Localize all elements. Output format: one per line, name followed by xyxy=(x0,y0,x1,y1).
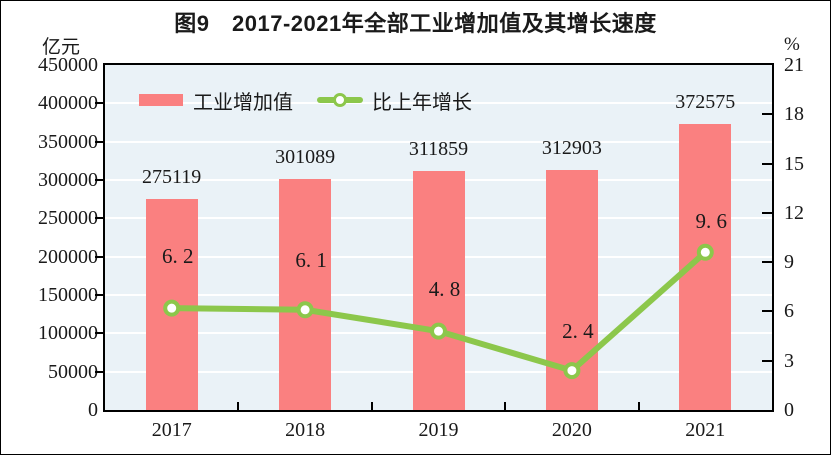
x-axis-label-2021: 2021 xyxy=(685,419,726,441)
left-axis-tick xyxy=(95,179,105,181)
line-marker-2021 xyxy=(696,243,714,261)
x-axis-label-2019: 2019 xyxy=(418,419,459,441)
bar-value-label: 372575 xyxy=(675,91,736,114)
line-marker-2018 xyxy=(296,301,314,319)
right-axis-tick xyxy=(762,261,772,264)
y-axis-label-right: 3 xyxy=(784,349,794,372)
legend-line-icon xyxy=(317,90,363,110)
x-axis-label-2020: 2020 xyxy=(551,419,592,441)
y-axis-label-left: 200000 xyxy=(38,245,98,268)
left-axis-tick xyxy=(95,217,105,220)
growth-value-label: 9. 6 xyxy=(695,209,728,234)
y-axis-label-left: 300000 xyxy=(38,169,98,191)
right-axis-tick xyxy=(762,359,772,362)
x-axis-label-2018: 2018 xyxy=(285,419,326,441)
x-axis-tick xyxy=(637,402,640,410)
left-axis-tick xyxy=(95,102,105,105)
plot-area: 工业增加值 比上年增长 275119 301089 311859 312903 3725… xyxy=(103,63,774,412)
y-axis-label-left: 250000 xyxy=(38,207,98,230)
right-axis-unit-label: % xyxy=(784,34,800,55)
y-axis-label-right: 0 xyxy=(784,399,794,421)
y-axis-label-left: 100000 xyxy=(38,322,98,345)
line-marker-2017 xyxy=(163,299,181,317)
grid-line xyxy=(105,102,772,105)
x-axis-tick xyxy=(370,402,373,410)
right-axis-tick xyxy=(762,211,772,214)
y-axis-label-left: 50000 xyxy=(48,360,98,383)
y-axis-label-left: 400000 xyxy=(38,92,98,115)
y-axis-label-left: 450000 xyxy=(38,54,98,76)
bar-value-label: 311859 xyxy=(408,137,469,160)
left-axis-tick xyxy=(95,332,105,335)
legend-line-label: 比上年增长 xyxy=(372,91,472,114)
y-axis-label-right: 18 xyxy=(784,103,804,126)
left-axis-tick xyxy=(95,370,105,373)
y-axis-label-right: 6 xyxy=(784,300,794,323)
legend-bar-swatch xyxy=(139,94,183,106)
left-axis-unit-label: 亿元 xyxy=(41,37,80,58)
legend: 工业增加值 比上年增长 xyxy=(139,87,472,114)
line-marker-2019 xyxy=(430,322,447,340)
growth-value-label: 6. 1 xyxy=(295,247,327,272)
growth-value-label: 4. 8 xyxy=(428,277,461,302)
chart-title: 图9 2017-2021年全部工业增加值及其增长速度 xyxy=(174,11,657,36)
legend-bar-label: 工业增加值 xyxy=(193,91,293,114)
bar-value-label: 275119 xyxy=(142,166,202,189)
left-axis-tick xyxy=(95,255,105,258)
left-axis-tick xyxy=(95,294,105,296)
y-axis-label-right: 9 xyxy=(784,251,794,274)
y-axis-label-left: 350000 xyxy=(38,130,98,153)
growth-line-series xyxy=(163,243,714,380)
grid-line xyxy=(105,140,772,143)
y-axis-label-right: 21 xyxy=(784,54,804,76)
bar-2019 xyxy=(412,170,465,410)
growth-value-label: 2. 4 xyxy=(562,318,594,343)
y-axis-label-right: 15 xyxy=(784,152,804,175)
right-axis-tick xyxy=(762,162,772,165)
left-axis-tick xyxy=(95,140,105,143)
bar-value-label: 301089 xyxy=(275,146,336,169)
bar-2018 xyxy=(279,179,332,410)
x-axis-label-2017: 2017 xyxy=(151,419,192,441)
legend-line-marker xyxy=(333,93,347,107)
y-axis-label-right: 12 xyxy=(784,201,804,224)
y-axis-label-left: 150000 xyxy=(38,284,98,306)
y-axis-label-left: 0 xyxy=(88,399,98,421)
right-axis-tick xyxy=(762,113,772,116)
x-axis-tick xyxy=(237,402,240,410)
line-marker-2020 xyxy=(563,362,581,380)
bar-value-label: 312903 xyxy=(541,137,602,160)
growth-value-label: 6. 2 xyxy=(161,244,194,269)
right-axis-tick xyxy=(762,310,772,313)
x-axis-tick xyxy=(504,402,507,410)
